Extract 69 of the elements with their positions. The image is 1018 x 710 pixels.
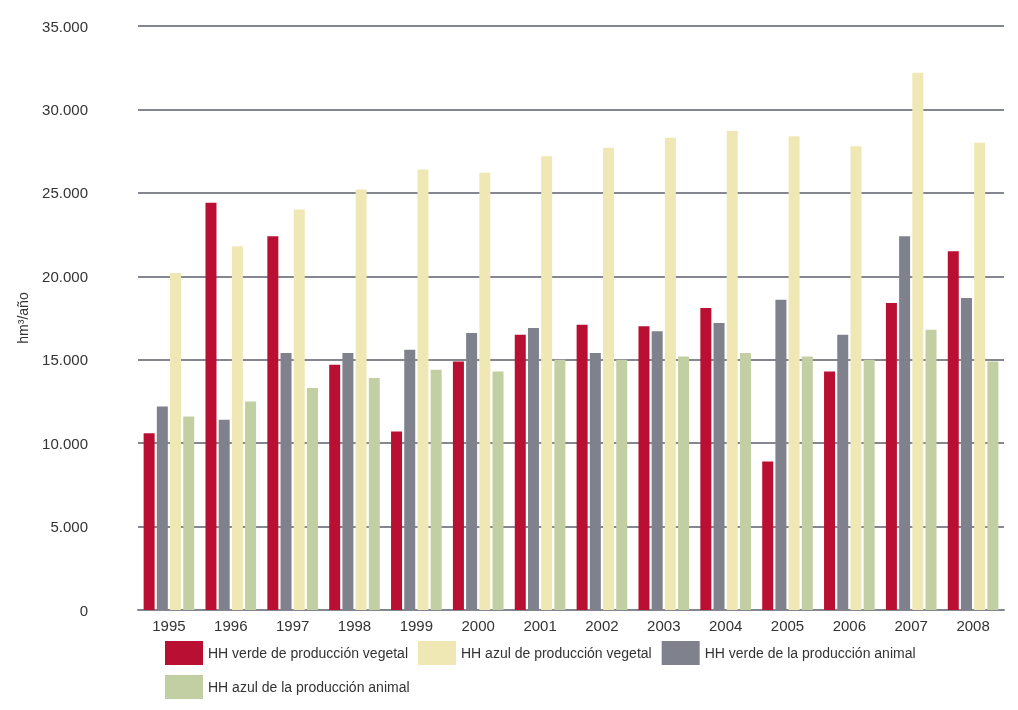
bar [678,356,690,610]
y-tick-label: 5.000 [50,518,88,536]
bar [947,251,959,610]
x-tick-label: 2001 [523,617,557,634]
x-tick-label: 2007 [894,617,928,634]
x-tick-label: 2006 [832,617,867,634]
y-tick-label: 30.000 [42,100,88,118]
x-tick-label: 2005 [770,617,805,634]
bar [700,307,712,610]
bar [576,324,588,610]
bar [293,209,305,610]
bar [987,361,999,610]
bar [925,329,937,610]
legend-label: HH azul de producción vegetal [461,645,652,661]
bar [850,146,862,610]
x-tick-label: 2003 [647,617,681,634]
bar [974,142,986,610]
x-tick-label: 2000 [461,617,495,634]
x-tick-label: 1996 [214,617,248,634]
x-tick-label: 1995 [152,617,186,634]
x-tick-label: 2004 [708,617,743,634]
bar [863,359,875,610]
y-tick-label: 35.000 [42,17,88,35]
y-tick-label: 25.000 [42,184,88,202]
y-tick-label: 20.000 [42,267,88,285]
y-tick-label: 15.000 [42,351,88,369]
bar [355,189,367,610]
bar [541,156,553,610]
x-tick-label: 2002 [585,617,619,634]
y-tick-label: 10.000 [42,434,88,452]
bar [514,334,526,610]
bar [912,72,924,610]
legend-label: HH verde de la producción animal [704,645,916,661]
bar [267,236,279,610]
bar [788,136,800,610]
bar [801,356,813,610]
y-tick-label: 0 [79,601,88,619]
bar [143,433,155,610]
bar [231,246,243,610]
bar [479,172,491,610]
x-tick-label: 2008 [956,617,990,634]
bar [739,353,751,610]
bar [170,272,182,610]
bar [205,202,217,610]
bar [368,378,380,610]
bar [183,416,195,610]
bar [329,364,341,610]
bar [726,131,738,610]
bar [824,371,836,610]
bar [554,359,566,610]
x-tick-label: 1998 [337,617,372,634]
bar [664,137,676,610]
bar [603,147,615,610]
legend-label: HH verde de producción vegetal [208,645,409,661]
bar [885,302,897,610]
bar [616,359,628,610]
bar [452,361,464,610]
bar [762,461,774,610]
y-axis-title: hm³/año [15,292,31,344]
legend-label: HH azul de la producción animal [208,679,410,695]
x-tick-label: 1997 [275,617,310,634]
bar [430,369,442,610]
bar [306,388,318,610]
bar [638,326,650,610]
bar [245,401,257,610]
bar [492,371,504,610]
bar [417,169,429,610]
bar [391,431,403,610]
x-tick-label: 1999 [399,617,434,634]
